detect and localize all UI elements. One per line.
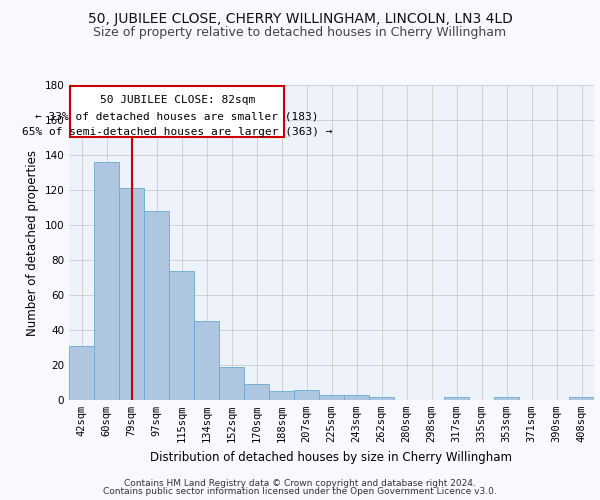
Bar	[194, 322, 219, 400]
Bar	[219, 367, 244, 400]
Text: 50, JUBILEE CLOSE, CHERRY WILLINGHAM, LINCOLN, LN3 4LD: 50, JUBILEE CLOSE, CHERRY WILLINGHAM, LI…	[88, 12, 512, 26]
Bar	[94, 162, 119, 400]
Bar	[269, 391, 294, 400]
FancyBboxPatch shape	[70, 86, 284, 136]
Bar	[494, 396, 519, 400]
Text: 65% of semi-detached houses are larger (363) →: 65% of semi-detached houses are larger (…	[22, 127, 332, 137]
Bar	[294, 390, 319, 400]
Y-axis label: Number of detached properties: Number of detached properties	[26, 150, 39, 336]
Text: 50 JUBILEE CLOSE: 82sqm: 50 JUBILEE CLOSE: 82sqm	[100, 94, 255, 104]
Text: Contains HM Land Registry data © Crown copyright and database right 2024.: Contains HM Land Registry data © Crown c…	[124, 478, 476, 488]
Bar	[569, 396, 594, 400]
Bar	[344, 395, 369, 400]
Bar	[169, 270, 194, 400]
X-axis label: Distribution of detached houses by size in Cherry Willingham: Distribution of detached houses by size …	[151, 450, 512, 464]
Bar	[119, 188, 144, 400]
Text: Contains public sector information licensed under the Open Government Licence v3: Contains public sector information licen…	[103, 487, 497, 496]
Bar	[319, 395, 344, 400]
Text: ← 33% of detached houses are smaller (183): ← 33% of detached houses are smaller (18…	[35, 111, 319, 121]
Bar	[369, 396, 394, 400]
Bar	[69, 346, 94, 400]
Bar	[444, 396, 469, 400]
Bar	[244, 384, 269, 400]
Text: Size of property relative to detached houses in Cherry Willingham: Size of property relative to detached ho…	[94, 26, 506, 39]
Bar	[144, 211, 169, 400]
